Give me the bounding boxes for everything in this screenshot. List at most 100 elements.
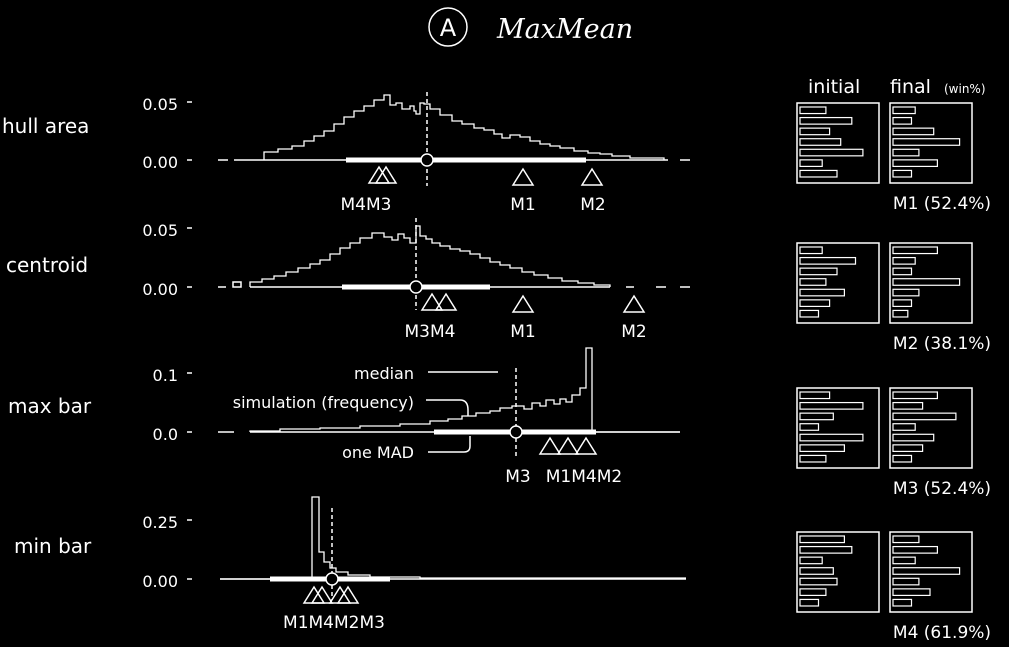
mini-bar: [893, 445, 923, 452]
plot-min-bar: M1M4M2M3: [220, 497, 686, 633]
mini-bar: [893, 118, 912, 125]
row-label-max-bar: max bar: [8, 394, 92, 418]
mini-bar: [800, 455, 826, 462]
mini-bar: [800, 589, 826, 596]
mini-bar: [893, 107, 915, 114]
plot-max-bar: M3 M1M4M2 median simulation (frequency) …: [218, 348, 680, 487]
marker-triangle: [624, 296, 644, 312]
median-dot: [421, 154, 433, 166]
marker-label: M4M3: [341, 195, 392, 215]
marker-triangle: [436, 294, 456, 310]
marker-label: M1M4M2: [546, 467, 622, 487]
mini-panel-caption: M2 (38.1%): [893, 334, 991, 354]
mini-bar: [800, 289, 844, 296]
mini-bar: [893, 536, 919, 543]
mini-bar: [800, 413, 833, 420]
figure-title: A MaxMean: [429, 8, 633, 46]
title-text: MaxMean: [496, 14, 633, 45]
mini-bar: [800, 300, 830, 307]
marker-triangle: [558, 438, 578, 454]
mini-bar: [893, 434, 934, 441]
mini-bar: [893, 170, 912, 177]
median-dot: [510, 426, 522, 438]
marker-label: M2: [580, 195, 605, 215]
marker-triangle: [582, 169, 602, 185]
mini-bar: [800, 258, 856, 265]
mini-panel-caption: M4 (61.9%): [893, 623, 991, 643]
column-final-sub: (win%): [944, 82, 986, 96]
mini-bar: [800, 128, 830, 135]
mini-panel-caption: M3 (52.4%): [893, 479, 991, 499]
title-badge-letter: A: [440, 14, 457, 42]
mini-bar: [800, 310, 819, 317]
annotation-simulation: simulation (frequency): [233, 393, 414, 412]
mini-bar: [800, 268, 837, 275]
tick-label-minbar-zero: 0.00: [142, 572, 178, 591]
mini-bar: [893, 557, 915, 564]
mini-bar: [800, 149, 863, 156]
tick-label-hull-top: 0.05: [142, 95, 178, 114]
histogram-line: [250, 226, 610, 287]
row-label-min-bar: min bar: [14, 534, 92, 558]
mini-bar: [893, 455, 912, 462]
mini-bar: [893, 568, 960, 575]
mini-bar: [800, 139, 841, 146]
mini-bar: [893, 413, 956, 420]
mini-bar: [800, 107, 826, 114]
marker-label: M1: [510, 322, 535, 342]
marker-triangle: [576, 438, 596, 454]
marker-triangle: [422, 294, 442, 310]
mini-bar: [800, 279, 826, 286]
tick-label-hull-zero: 0.00: [142, 153, 178, 172]
plot-centroid: M3M4 M1 M2: [218, 218, 690, 342]
mini-bar: [800, 557, 822, 564]
mini-bar: [893, 268, 912, 275]
annotation-leader: [426, 400, 468, 416]
marker-label: M1: [510, 195, 535, 215]
marker-triangle: [513, 169, 533, 185]
mini-bar: [800, 599, 819, 606]
mini-bar: [893, 139, 960, 146]
row-label-centroid: centroid: [6, 253, 88, 277]
marker-triangle: [513, 296, 533, 312]
tick-marks: [187, 102, 192, 579]
mini-bar: [893, 547, 937, 554]
histogram-bar: [233, 282, 241, 287]
marker-label: M3M4: [405, 322, 456, 342]
tick-label-centroid-zero: 0.00: [142, 280, 178, 299]
marker-triangle: [376, 167, 396, 183]
mini-bar: [800, 445, 844, 452]
mini-bar: [893, 279, 960, 286]
plot-hull-area: M4M3 M1 M2: [218, 92, 690, 215]
marker-label: M1M4M2M3: [283, 613, 385, 633]
marker-label: M2: [621, 322, 646, 342]
mini-bar: [800, 536, 844, 543]
marker-label: M3: [505, 467, 530, 487]
mini-bar: [893, 160, 937, 167]
column-final-header: final: [890, 76, 931, 98]
mini-bar: [893, 128, 934, 135]
mini-bar: [893, 403, 923, 410]
mini-bar: [800, 118, 852, 125]
mini-bar: [893, 289, 919, 296]
mini-bar: [800, 160, 822, 167]
tick-label-maxbar-top: 0.1: [153, 366, 178, 385]
annotation-median: median: [354, 364, 414, 383]
tick-label-maxbar-zero: 0.0: [153, 425, 178, 444]
histogram-line: [250, 348, 680, 432]
mini-bar: [893, 424, 915, 431]
mini-bar: [800, 434, 863, 441]
mini-bar: [800, 170, 837, 177]
mini-bar: [800, 547, 852, 554]
median-dot: [326, 573, 338, 585]
mini-bar: [800, 392, 830, 399]
median-dot: [410, 281, 422, 293]
mini-bar: [800, 403, 863, 410]
column-initial-header: initial: [808, 76, 860, 98]
annotation-one-mad: one MAD: [342, 443, 414, 462]
mini-bar: [893, 149, 919, 156]
mini-bar: [893, 578, 919, 585]
mini-bar: [893, 392, 937, 399]
histogram-line: [220, 497, 686, 579]
marker-triangle: [540, 438, 560, 454]
